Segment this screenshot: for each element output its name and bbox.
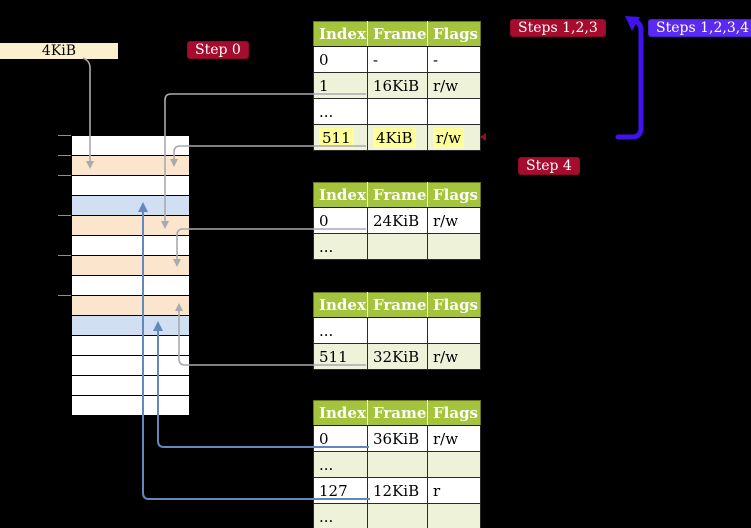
memory-row-white <box>72 136 189 156</box>
physical-memory-column <box>71 135 190 416</box>
table-row: ... <box>313 503 481 528</box>
table-cell: 4KiB <box>367 124 428 151</box>
table-row: 0 36KiB r/w <box>313 425 481 452</box>
table-cell: - <box>367 46 428 73</box>
page-table-top: Index Frame Flags 0- -1 16KiB r/w... 511 4KiB r/w <box>313 21 481 151</box>
highlighted-value: 4KiB <box>373 127 416 148</box>
table-cell: r <box>427 477 481 504</box>
column-header-flags: Flags <box>427 292 481 318</box>
column-header-index: Index <box>313 21 368 47</box>
table-cell: r/w <box>427 425 481 452</box>
table-header-row: Index Frame Flags <box>313 182 481 208</box>
memory-row-orange <box>72 216 189 236</box>
memory-row-orange <box>72 256 189 276</box>
steps1234-badge: Steps 1,2,3,4 <box>648 19 751 37</box>
highlighted-value: 511 <box>319 127 354 148</box>
memory-row-white <box>72 396 189 415</box>
table-cell <box>427 317 481 344</box>
column-header-flags: Flags <box>427 21 481 47</box>
table-cell <box>367 503 428 528</box>
table-cell: 36KiB <box>367 425 428 452</box>
page-table-bottom: Index Frame Flags 0 36KiB r/w... 127 12KiB r... <box>313 400 481 528</box>
memory-row-white <box>72 276 189 296</box>
step4-badge: Step 4 <box>518 157 580 175</box>
table-row: ... <box>313 233 481 260</box>
table-cell <box>367 98 428 125</box>
memory-row-white <box>72 356 189 376</box>
table-row: 0 24KiB r/w <box>313 207 481 234</box>
memory-row-orange <box>72 296 189 316</box>
column-header-frame: Frame <box>367 292 428 318</box>
column-header-frame: Frame <box>367 21 428 47</box>
table-header-row: Index Frame Flags <box>313 400 481 426</box>
steps1234-loop-arrow <box>615 16 644 140</box>
column-header-flags: Flags <box>427 182 481 208</box>
table-cell: - <box>427 46 481 73</box>
table-cell: 16KiB <box>367 72 428 99</box>
memory-row-blue <box>72 316 189 336</box>
table-cell: 0 <box>313 46 368 73</box>
table-cell <box>427 451 481 478</box>
table-row: 127 12KiB r <box>313 477 481 504</box>
table-cell: 0 <box>313 207 368 234</box>
column-header-flags: Flags <box>427 400 481 426</box>
table-row: ... <box>313 451 481 478</box>
table-cell: ... <box>313 503 368 528</box>
steps123-badge: Steps 1,2,3 <box>510 19 606 37</box>
memory-row-white <box>72 376 189 396</box>
table-cell: 0 <box>313 425 368 452</box>
table-cell: r/w <box>427 207 481 234</box>
column-header-index: Index <box>313 292 368 318</box>
table-cell <box>367 451 428 478</box>
page-table-third: Index Frame Flags... 511 32KiB r/w <box>313 292 481 370</box>
table-row: 511 4KiB r/w <box>313 124 481 151</box>
table-cell: ... <box>313 98 368 125</box>
column-header-frame: Frame <box>367 400 428 426</box>
table-row: ... <box>313 317 481 344</box>
table-cell: ... <box>313 451 368 478</box>
table-cell: 127 <box>313 477 368 504</box>
column-header-frame: Frame <box>367 182 428 208</box>
table-cell: 24KiB <box>367 207 428 234</box>
table-cell <box>367 317 428 344</box>
table-cell: 12KiB <box>367 477 428 504</box>
table-cell: 511 <box>313 343 368 370</box>
table-cell: ... <box>313 233 368 260</box>
memory-row-orange <box>72 156 189 176</box>
table-cell: 511 <box>313 124 368 151</box>
table-cell: r/w <box>427 72 481 99</box>
table-cell: ... <box>313 317 368 344</box>
table-header-row: Index Frame Flags <box>313 292 481 318</box>
table-row: ... <box>313 98 481 125</box>
table-cell <box>427 233 481 260</box>
table-cell: r/w <box>427 343 481 370</box>
table-row: 0-- <box>313 46 481 73</box>
table-row: 1 16KiB r/w <box>313 72 481 99</box>
table-cell <box>367 233 428 260</box>
memory-tick-marks <box>58 135 71 296</box>
memory-row-white <box>72 336 189 356</box>
table-cell <box>427 503 481 528</box>
table-cell: r/w <box>427 124 481 151</box>
table-header-row: Index Frame Flags <box>313 21 481 47</box>
frame-size-label: 4KiB <box>0 43 118 59</box>
memory-row-white <box>72 176 189 196</box>
page-table-second: Index Frame Flags 0 24KiB r/w... <box>313 182 481 260</box>
column-header-index: Index <box>313 400 368 426</box>
memory-row-white <box>72 236 189 256</box>
step0-badge: Step 0 <box>187 41 249 59</box>
table-row: 511 32KiB r/w <box>313 343 481 370</box>
column-header-index: Index <box>313 182 368 208</box>
highlighted-value: r/w <box>433 127 465 148</box>
table-cell <box>427 98 481 125</box>
table-cell: 1 <box>313 72 368 99</box>
memory-row-blue <box>72 196 189 216</box>
table-cell: 32KiB <box>367 343 428 370</box>
